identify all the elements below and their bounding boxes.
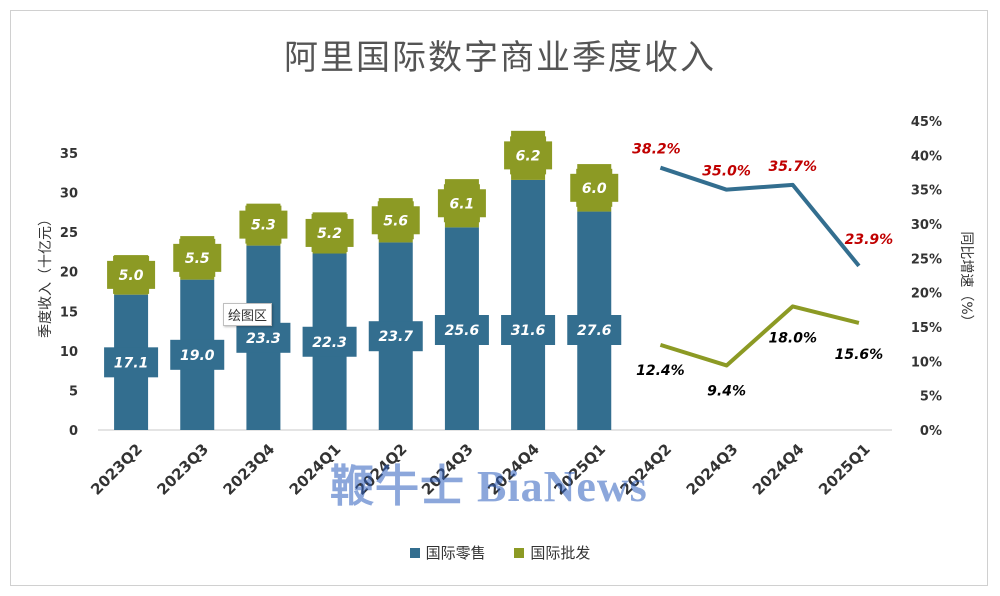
left-tick-label: 5 (69, 384, 78, 399)
bar-label-box-wholesale (570, 173, 619, 202)
right-tick-label: 45% (911, 115, 942, 130)
legend-swatch-retail (409, 548, 420, 558)
left-tick-label: 25 (60, 226, 78, 241)
left-tick-label: 15 (60, 305, 78, 320)
legend-label-wholesale: 国际批发 (530, 544, 591, 562)
point-label-wholesale-growth: 12.4% (636, 363, 685, 379)
right-tick-label: 10% (911, 355, 942, 370)
bar-label-wholesale: 5.5 (185, 251, 210, 267)
bar-label-retail: 25.6 (445, 323, 480, 339)
legend-label-retail: 国际零售 (425, 544, 486, 562)
category-label: 2023Q3 (153, 440, 212, 499)
bar-label-wholesale: 5.3 (251, 218, 276, 234)
left-tick-label: 30 (60, 187, 78, 202)
category-label: 2025Q1 (815, 440, 874, 499)
left-tick-label: 10 (60, 345, 78, 360)
watermark: 鞭牛士 BiaNews (330, 462, 648, 511)
category-label: 2024Q4 (749, 440, 808, 499)
bar-label-box-wholesale (107, 260, 156, 289)
bar-label-box-wholesale (305, 218, 354, 247)
right-tick-label: 30% (911, 218, 942, 233)
category-label: 2023Q2 (87, 440, 146, 499)
bar-label-box-retail (104, 347, 159, 378)
right-tick-label: 25% (911, 252, 942, 267)
bar-label-wholesale: 6.1 (450, 196, 475, 212)
point-label-wholesale-growth: 9.4% (707, 383, 746, 399)
bar-label-wholesale: 5.2 (317, 226, 342, 242)
point-label-retail-growth: 35.7% (768, 159, 817, 175)
bar-label-wholesale: 5.0 (119, 268, 144, 284)
bar-label-retail: 19.0 (180, 348, 215, 364)
right-tick-label: 15% (911, 321, 942, 336)
bar-label-box-wholesale (437, 189, 486, 218)
bar-label-retail: 17.1 (114, 355, 149, 371)
line-wholesale-growth (659, 304, 860, 368)
point-label-retail-growth: 23.9% (845, 232, 894, 248)
bar-label-wholesale: 6.0 (582, 181, 607, 197)
chart-frame (10, 10, 988, 586)
point-label-wholesale-growth: 15.6% (835, 347, 884, 363)
bar-retail (511, 179, 546, 430)
bar-label-box-wholesale (239, 210, 288, 239)
right-tick-label: 40% (911, 149, 942, 164)
bar-label-retail: 27.6 (577, 323, 612, 339)
line-retail-growth (659, 165, 861, 268)
bar-label-wholesale: 5.6 (383, 213, 408, 229)
left-tick-label: 35 (60, 147, 78, 162)
left-axis-title: 季度收入（十亿元） (38, 212, 54, 338)
bar-label-retail: 22.3 (312, 335, 347, 351)
legend: 国际零售 国际批发 (0, 542, 1000, 563)
bar-label-box-retail (368, 321, 423, 352)
bar-label-box-retail (434, 315, 489, 345)
bar-label-box-wholesale (371, 206, 420, 235)
point-label-wholesale-growth: 18.0% (768, 330, 817, 346)
bar-label-box-wholesale (504, 141, 553, 170)
bar-label-wholesale: 6.2 (516, 148, 541, 164)
right-tick-label: 0% (920, 424, 942, 439)
right-tick-label: 20% (911, 287, 942, 302)
plot-area-tooltip: 绘图区 (223, 303, 273, 326)
bar-label-retail: 31.6 (511, 323, 546, 339)
bar-label-box-wholesale (173, 243, 222, 272)
bar-label-box-retail (170, 339, 225, 370)
right-tick-label: 5% (920, 390, 942, 405)
point-label-retail-growth: 38.2% (632, 142, 681, 158)
category-label: 2023Q4 (220, 440, 279, 499)
category-label: 2024Q3 (683, 440, 742, 499)
bar-label-box-retail (236, 322, 291, 353)
chart-title: 阿里国际数字商业季度收入 (284, 38, 716, 78)
legend-item-retail[interactable]: 国际零售 (409, 542, 486, 563)
bar-label-box-retail (501, 315, 556, 345)
legend-item-wholesale[interactable]: 国际批发 (514, 542, 590, 563)
point-label-retail-growth: 35.0% (702, 164, 751, 180)
right-tick-label: 35% (911, 184, 942, 199)
bar-label-retail: 23.3 (246, 331, 281, 347)
bar-label-box-retail (567, 315, 622, 345)
left-tick-label: 20 (60, 266, 78, 281)
left-tick-label: 0 (69, 424, 78, 439)
legend-swatch-wholesale (514, 548, 525, 558)
bar-label-retail: 23.7 (378, 329, 413, 345)
right-axis-title: 同比增速（%） (958, 231, 974, 328)
bar-label-box-retail (302, 326, 357, 357)
